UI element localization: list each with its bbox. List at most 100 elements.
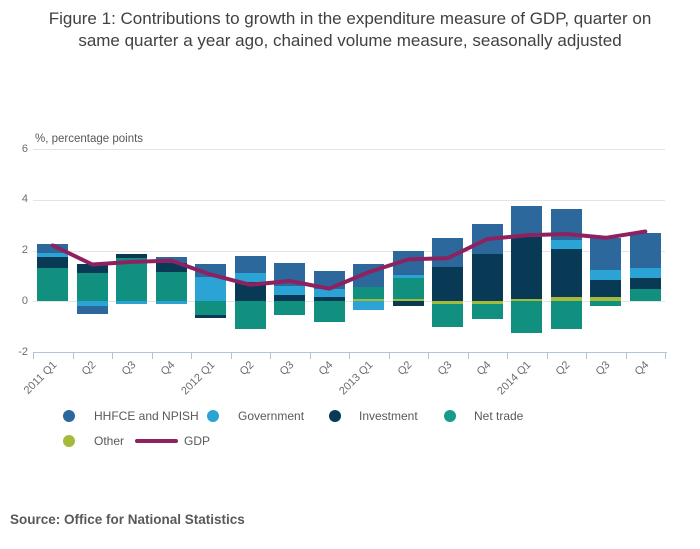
x-axis-tick <box>309 352 311 359</box>
bar-segment-government <box>195 277 227 302</box>
bar-segment-net_trade <box>155 272 187 302</box>
bar-segment-net_trade <box>76 273 108 302</box>
gridline <box>33 149 665 150</box>
bar-segment-net_trade <box>353 287 385 299</box>
legend-label: Other <box>94 434 125 448</box>
x-axis-tick <box>270 352 271 359</box>
bar-segment-other <box>511 298 543 302</box>
legend-label: HHFCE and NPISH <box>94 409 199 423</box>
bar-segment-net_trade <box>116 258 148 302</box>
bar-segment-investment <box>234 282 266 302</box>
bar-segment-net_trade <box>274 301 306 316</box>
bar-segment-government <box>234 273 266 283</box>
bar-segment-investment <box>471 254 503 302</box>
bar-segment-investment <box>195 315 227 318</box>
bar-segment-investment <box>116 254 148 259</box>
bar-segment-government <box>629 268 661 279</box>
bar-segment-hhfce <box>471 223 503 255</box>
x-axis-tick <box>349 352 350 359</box>
bar-segment-other <box>590 297 622 302</box>
figure-title: Figure 1: Contributions to growth in the… <box>48 9 652 51</box>
bar-segment-government <box>590 269 622 280</box>
y-axis-tick-label: -2 <box>18 345 28 358</box>
gridline <box>33 301 665 303</box>
bar-segment-hhfce <box>590 237 622 270</box>
bar-segment-government <box>155 301 187 304</box>
legend-label: GDP <box>184 434 211 448</box>
x-axis-tick <box>546 352 548 359</box>
bar-segment-other <box>353 298 385 302</box>
bar-segment-hhfce <box>629 232 661 269</box>
x-axis-line <box>33 352 667 353</box>
y-axis-tick-label: 0 <box>21 294 28 307</box>
bar-segment-hhfce <box>234 255 266 274</box>
bar-segment-net_trade <box>432 303 464 327</box>
y-axis-tick-label: 4 <box>21 193 28 206</box>
gridline <box>33 199 665 201</box>
bar-segment-net_trade <box>629 288 661 302</box>
bar-segment-government <box>550 240 582 250</box>
legend-line-gdp <box>135 439 178 443</box>
legend-dot-investment <box>329 410 341 422</box>
bar-segment-hhfce <box>313 270 345 289</box>
bar-segment-net_trade <box>234 301 266 330</box>
legend-dot-hhfce-and-npish <box>63 410 75 422</box>
bar-segment-net_trade <box>37 268 69 302</box>
bar-segment-hhfce <box>392 250 424 275</box>
y-axis-unit-label: %, percentage points <box>35 133 144 145</box>
bar-segment-investment <box>155 263 187 273</box>
bar-segment-net_trade <box>195 301 227 316</box>
bar-segment-net_trade <box>550 301 582 330</box>
bar-segment-investment <box>550 249 582 298</box>
legend-label: Net trade <box>474 409 524 423</box>
legend-label: Investment <box>359 409 418 423</box>
y-axis-tick-label: 6 <box>21 142 28 155</box>
bar-segment-other <box>432 301 464 304</box>
bar-segment-government <box>116 301 148 304</box>
y-axis-tick-label: 2 <box>21 244 28 256</box>
legend-dot-other <box>63 435 75 447</box>
bar-segment-government <box>274 286 306 295</box>
x-axis-tick <box>33 352 34 359</box>
legend-dot-government <box>207 410 219 422</box>
legend-label: Government <box>238 409 305 423</box>
x-axis-tick <box>625 352 627 359</box>
bar-segment-hhfce <box>37 244 69 254</box>
bar-segment-hhfce <box>274 263 306 287</box>
bar-segment-investment <box>432 266 464 302</box>
bar-segment-other <box>392 298 424 302</box>
bar-segment-investment <box>590 279 622 298</box>
bar-segment-investment <box>76 264 108 274</box>
bar-segment-investment <box>629 278 661 289</box>
x-axis-tick <box>586 352 587 359</box>
bar-segment-government <box>37 253 69 257</box>
x-axis-tick <box>191 352 192 359</box>
bar-segment-net_trade <box>511 301 543 333</box>
bar-segment-government <box>76 301 108 307</box>
bar-segment-hhfce <box>550 208 582 241</box>
bar-segment-investment <box>392 301 424 307</box>
bar-segment-hhfce <box>195 264 227 278</box>
x-axis-tick <box>467 352 469 359</box>
bar-segment-government <box>392 274 424 279</box>
bar-segment-investment <box>313 297 345 302</box>
bar-segment-net_trade <box>313 301 345 322</box>
bar-segment-other <box>550 297 582 302</box>
bar-segment-hhfce <box>155 256 187 264</box>
bar-segment-hhfce <box>76 306 108 314</box>
bar-segment-investment <box>274 294 306 302</box>
bar-segment-hhfce <box>511 206 543 237</box>
x-axis-tick <box>72 352 74 359</box>
x-axis-category-label: Q4 <box>632 359 652 378</box>
legend-dot-net-trade <box>444 410 456 422</box>
bar-segment-net_trade <box>471 303 503 319</box>
x-axis-tick <box>388 352 390 359</box>
x-axis-tick <box>428 352 429 359</box>
bar-segment-investment <box>37 256 69 269</box>
x-axis-tick <box>112 352 113 359</box>
bar-segment-government <box>313 288 345 298</box>
x-axis-tick <box>230 352 232 359</box>
bar-segment-hhfce <box>432 237 464 267</box>
x-axis-tick <box>665 352 666 359</box>
